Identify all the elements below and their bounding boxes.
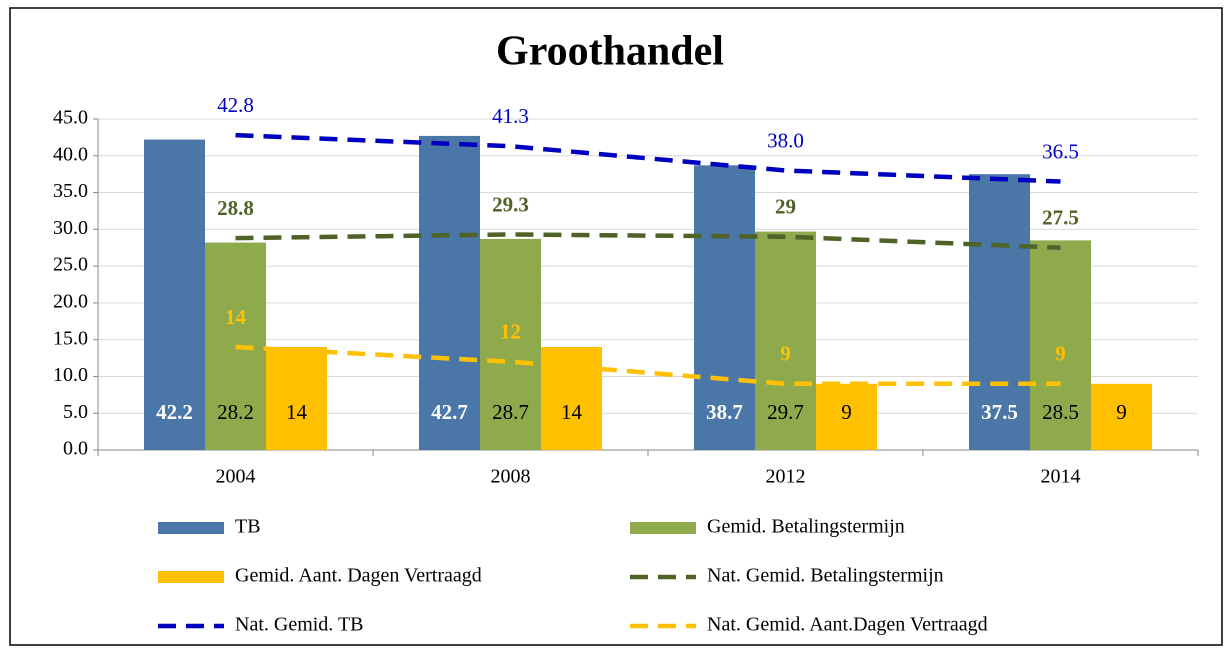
legend-swatch [158, 571, 224, 583]
bar-value-label: 42.2 [156, 400, 193, 424]
x-tick-label: 2004 [216, 466, 256, 488]
line-value-label: 41.3 [492, 104, 529, 128]
legend-label: Nat. Gemid. Betalingstermijn [707, 565, 944, 587]
y-tick-label: 20.0 [53, 290, 88, 312]
bar-value-label: 28.7 [492, 400, 529, 424]
y-tick-label: 30.0 [53, 217, 88, 239]
line-value-label: 12 [500, 320, 521, 344]
line-value-label: 14 [225, 305, 247, 329]
line-value-label: 29.3 [492, 192, 529, 216]
bar [205, 242, 266, 450]
bar [144, 139, 205, 450]
line-value-label: 29 [775, 195, 796, 219]
line-series [235, 344, 1061, 387]
y-tick-label: 5.0 [63, 401, 88, 423]
bar-value-label: 42.7 [431, 400, 468, 424]
line-series [235, 232, 1061, 250]
legend-label: Nat. Gemid. TB [235, 614, 364, 636]
bar-value-label: 9 [1116, 400, 1127, 424]
bar-value-label: 37.5 [981, 400, 1018, 424]
y-tick-label: 40.0 [53, 143, 88, 165]
y-tick-label: 45.0 [53, 107, 88, 129]
bar-value-label: 14 [561, 400, 583, 424]
bar [1030, 240, 1091, 450]
legend-swatch [630, 522, 696, 534]
bar [266, 347, 327, 450]
bar [816, 383, 877, 450]
legend-label: Gemid. Betalingstermijn [707, 516, 905, 538]
bar-value-label: 14 [286, 400, 308, 424]
bar-value-label: 29.7 [767, 400, 804, 424]
legend-swatch [158, 522, 224, 534]
legend-label: Nat. Gemid. Aant.Dagen Vertraagd [707, 614, 988, 636]
bar [1091, 383, 1152, 450]
bar [969, 174, 1030, 450]
y-tick-label: 15.0 [53, 327, 88, 349]
bar-value-label: 38.7 [706, 400, 743, 424]
y-tick-label: 0.0 [63, 438, 88, 460]
bar-value-label: 28.2 [217, 400, 254, 424]
legend-label: TB [235, 516, 261, 538]
line-value-label: 9 [1055, 342, 1066, 366]
line-value-label: 38.0 [767, 128, 804, 152]
line-value-label: 36.5 [1042, 139, 1079, 163]
legend-label: Gemid. Aant. Dagen Vertraagd [235, 565, 482, 587]
line-value-label: 28.8 [217, 196, 254, 220]
bar [419, 135, 480, 450]
x-tick-label: 2012 [766, 466, 806, 488]
line-value-label: 42.8 [217, 93, 254, 117]
bar [480, 238, 541, 450]
y-tick-label: 35.0 [53, 180, 88, 202]
line-value-label: 9 [780, 342, 791, 366]
bar-value-label: 28.5 [1042, 400, 1079, 424]
y-tick-label: 25.0 [53, 254, 88, 276]
line-series [235, 132, 1061, 184]
bar [755, 231, 816, 450]
chart-title: Groothandel [496, 29, 724, 75]
line-value-label: 27.5 [1042, 206, 1079, 230]
x-tick-label: 2014 [1041, 466, 1081, 488]
bar-value-label: 9 [841, 400, 852, 424]
y-tick-label: 10.0 [53, 364, 88, 386]
bar [694, 165, 755, 450]
bar [541, 347, 602, 450]
x-tick-label: 2008 [491, 466, 531, 488]
